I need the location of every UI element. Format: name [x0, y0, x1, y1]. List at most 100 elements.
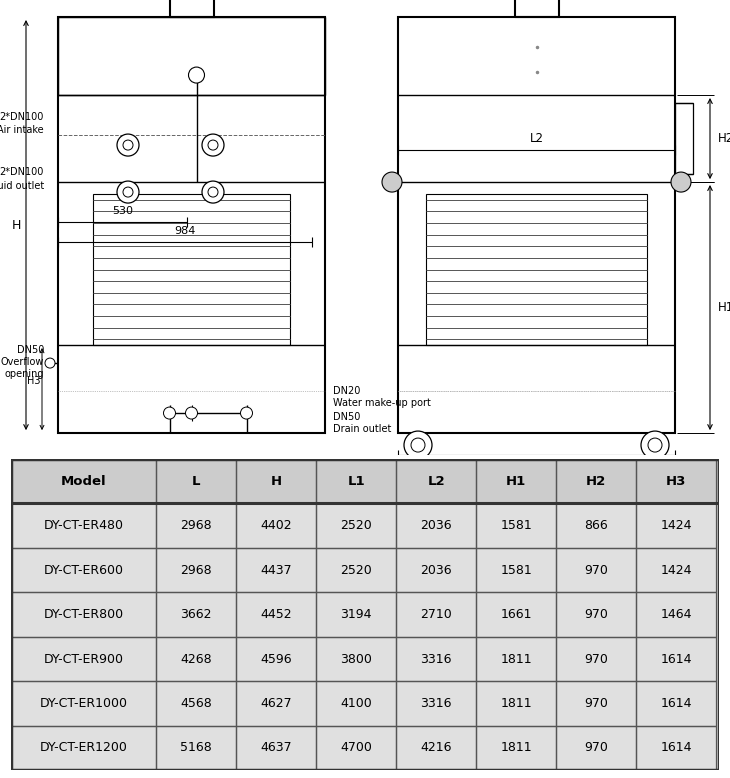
- Text: 1464: 1464: [661, 608, 692, 621]
- Text: 4437: 4437: [261, 564, 292, 576]
- Bar: [637, 459, 716, 503]
- Text: DY-CT-ER600: DY-CT-ER600: [44, 564, 123, 576]
- Text: opening: opening: [4, 369, 44, 379]
- Text: Air intake: Air intake: [0, 125, 44, 135]
- Text: 1424: 1424: [661, 519, 692, 532]
- Bar: [476, 726, 556, 770]
- Text: L: L: [533, 475, 539, 488]
- Text: 4637: 4637: [261, 741, 292, 755]
- Text: 530: 530: [112, 206, 133, 216]
- Bar: [675, 103, 693, 174]
- Bar: [637, 548, 716, 592]
- Text: 1614: 1614: [661, 697, 692, 710]
- Bar: [236, 503, 316, 548]
- Text: Water make-up port: Water make-up port: [333, 398, 431, 408]
- Text: 3316: 3316: [420, 697, 452, 710]
- Bar: [476, 682, 556, 726]
- Bar: [476, 637, 556, 682]
- Text: H: H: [271, 475, 282, 488]
- Bar: [11, 592, 156, 637]
- Bar: [637, 592, 716, 637]
- Text: 4596: 4596: [261, 653, 292, 665]
- Text: 1811: 1811: [500, 741, 532, 755]
- Bar: [398, 17, 675, 433]
- Text: 3194: 3194: [340, 608, 372, 621]
- Text: 866: 866: [584, 519, 608, 532]
- Bar: [637, 503, 716, 548]
- Bar: [236, 548, 316, 592]
- Bar: [156, 503, 236, 548]
- Text: DY-CT-ER1200: DY-CT-ER1200: [39, 741, 128, 755]
- Circle shape: [404, 431, 432, 459]
- Bar: [476, 592, 556, 637]
- Bar: [11, 637, 156, 682]
- Bar: [556, 682, 637, 726]
- Bar: [156, 459, 236, 503]
- Text: 4402: 4402: [261, 519, 292, 532]
- Circle shape: [382, 172, 402, 192]
- Circle shape: [671, 172, 691, 192]
- Circle shape: [123, 140, 133, 150]
- Text: DY-CT-ER1000: DY-CT-ER1000: [39, 697, 128, 710]
- Text: 1581: 1581: [500, 564, 532, 576]
- Bar: [156, 637, 236, 682]
- Circle shape: [411, 438, 425, 452]
- Circle shape: [641, 431, 669, 459]
- Bar: [236, 592, 316, 637]
- Bar: [396, 548, 476, 592]
- Circle shape: [202, 134, 224, 156]
- Text: 1614: 1614: [661, 653, 692, 665]
- Bar: [11, 503, 719, 548]
- Bar: [396, 592, 476, 637]
- Bar: [316, 637, 396, 682]
- Bar: [156, 592, 236, 637]
- Text: DY-CT-ER480: DY-CT-ER480: [44, 519, 123, 532]
- Text: 3662: 3662: [180, 608, 212, 621]
- Circle shape: [185, 407, 198, 419]
- Text: Drain outlet: Drain outlet: [333, 424, 391, 434]
- Bar: [11, 459, 156, 503]
- Bar: [11, 682, 719, 726]
- Text: 4700: 4700: [340, 741, 372, 755]
- Circle shape: [123, 187, 133, 197]
- Circle shape: [164, 407, 175, 419]
- Text: 970: 970: [584, 564, 608, 576]
- Bar: [396, 682, 476, 726]
- Circle shape: [117, 181, 139, 203]
- Bar: [396, 503, 476, 548]
- Text: L2: L2: [529, 132, 544, 145]
- Text: 4100: 4100: [340, 697, 372, 710]
- Bar: [236, 726, 316, 770]
- Text: 2968: 2968: [180, 564, 212, 576]
- Bar: [396, 726, 476, 770]
- Text: 3316: 3316: [420, 653, 452, 665]
- Text: 970: 970: [584, 608, 608, 621]
- Text: 1581: 1581: [500, 519, 532, 532]
- Text: Overflow: Overflow: [1, 357, 44, 367]
- Bar: [236, 459, 316, 503]
- Circle shape: [188, 67, 204, 83]
- Text: 1614: 1614: [661, 741, 692, 755]
- Text: 3800: 3800: [340, 653, 372, 665]
- Bar: [426, 194, 647, 345]
- Bar: [11, 637, 719, 682]
- Bar: [11, 726, 719, 770]
- Text: DN50: DN50: [333, 412, 361, 422]
- Circle shape: [45, 358, 55, 368]
- Bar: [556, 592, 637, 637]
- Bar: [236, 637, 316, 682]
- Text: 2*DN100: 2*DN100: [0, 167, 44, 177]
- Bar: [11, 548, 719, 592]
- Bar: [156, 726, 236, 770]
- Text: 4452: 4452: [261, 608, 292, 621]
- Text: 2968: 2968: [180, 519, 212, 532]
- Circle shape: [648, 438, 662, 452]
- Bar: [156, 548, 236, 592]
- Text: 2520: 2520: [340, 519, 372, 532]
- Bar: [11, 503, 156, 548]
- Text: 4568: 4568: [180, 697, 212, 710]
- Text: H3: H3: [27, 376, 41, 386]
- Text: 1811: 1811: [500, 653, 532, 665]
- Bar: [58, 17, 325, 95]
- Circle shape: [208, 187, 218, 197]
